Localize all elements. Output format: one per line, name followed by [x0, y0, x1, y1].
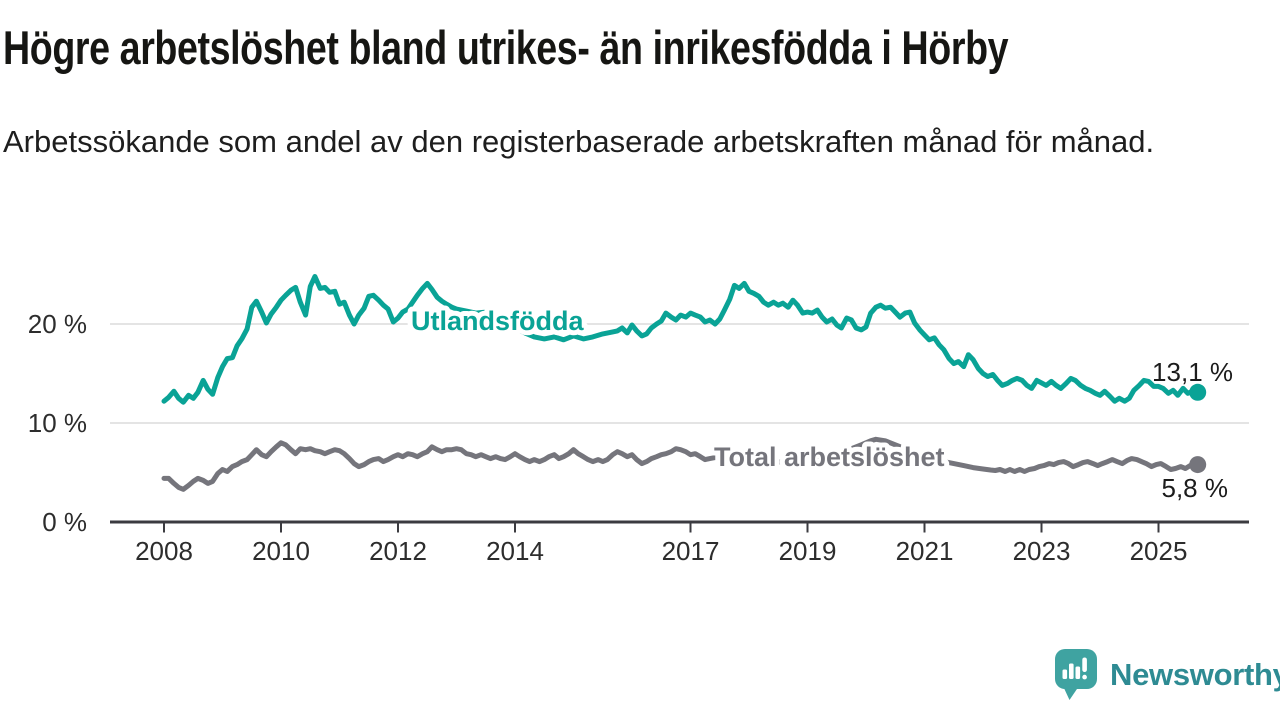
x-tick-label: 2019	[779, 536, 837, 566]
x-tick-label: 2008	[135, 536, 193, 566]
x-tick-label: 2012	[369, 536, 427, 566]
series-line-total-arbetsloshet	[161, 436, 1201, 492]
series-value-label-utlandsfodda: 13,1 %	[1152, 357, 1233, 387]
y-tick-label: 10 %	[28, 408, 87, 438]
x-tick-label: 2017	[662, 536, 720, 566]
series-end-dot-utlandsfodda	[1189, 383, 1207, 401]
x-tick-label: 2014	[486, 536, 544, 566]
series-end-dot-total-arbetsloshet	[1189, 456, 1207, 474]
series-label-total-arbetsloshet: Total arbetslöshet	[714, 442, 945, 472]
chart-subtitle: Arbetssökande som andel av den registerb…	[3, 124, 1155, 159]
x-tick-label: 2023	[1013, 536, 1071, 566]
series-label-utlandsfodda: Utlandsfödda	[411, 306, 584, 336]
y-tick-label: 0 %	[42, 507, 87, 537]
x-tick-label: 2025	[1130, 536, 1188, 566]
chart-title: Högre arbetslöshet bland utrikes- än inr…	[3, 21, 1009, 74]
newsworthy-logo-icon	[1055, 649, 1097, 700]
x-tick-label: 2021	[896, 536, 954, 566]
newsworthy-logo: Newsworthy	[1054, 646, 1280, 704]
newsworthy-wordmark: Newsworthy	[1110, 657, 1280, 692]
series-line-utlandsfodda	[161, 274, 1201, 405]
x-tick-label: 2010	[252, 536, 310, 566]
series-value-label-total-arbetsloshet: 5,8 %	[1162, 473, 1229, 503]
y-tick-label: 20 %	[28, 309, 87, 339]
